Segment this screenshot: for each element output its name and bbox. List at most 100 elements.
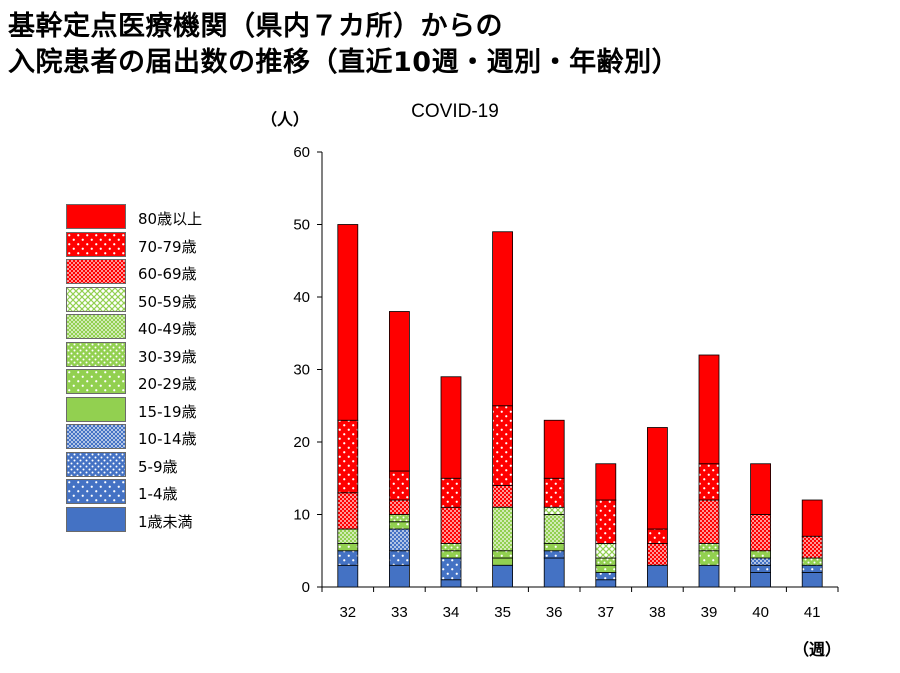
y-tick-label: 20 (293, 434, 310, 451)
bar-segment (543, 550, 565, 559)
bar-segment (492, 557, 514, 566)
y-tick-label: 30 (293, 362, 310, 379)
bar-segment (440, 506, 462, 544)
bar-segment (388, 521, 410, 530)
bar-segment (595, 463, 617, 501)
bar-segment (440, 543, 462, 552)
x-tick-label: 33 (391, 604, 408, 621)
bar-segment (750, 564, 771, 573)
bar-segment (543, 477, 565, 508)
legend-label: 30-39歳 (138, 347, 197, 366)
bar-segment (647, 543, 668, 566)
legend-swatch (66, 204, 126, 229)
x-tick-label: 34 (443, 604, 460, 621)
legend-swatch (66, 369, 126, 394)
bar-segment (492, 506, 514, 552)
bar-segment (595, 543, 617, 559)
bar-segment (595, 579, 617, 588)
legend-label: 10-14歳 (138, 430, 197, 448)
legend-label: 5-9歳 (138, 457, 178, 476)
legend-label: 60-69歳 (138, 265, 197, 283)
bar-segment (337, 492, 359, 530)
legend-swatch (66, 479, 126, 504)
bar-segment (388, 470, 410, 501)
bar-segment (492, 550, 514, 559)
bar-segment (337, 224, 359, 421)
legend-label: 1-4歳 (138, 485, 178, 503)
bar-segment (440, 376, 462, 479)
bar-segment (388, 528, 410, 552)
legend-label: 1歳未満 (138, 512, 193, 531)
bar-segment (543, 543, 565, 552)
bar-segment (440, 557, 462, 581)
legend-swatch (66, 314, 126, 339)
y-tick-label: 60 (293, 144, 310, 161)
bar-segment (543, 419, 565, 479)
y-axis-label: （人） (261, 110, 309, 129)
bar-segment (337, 550, 359, 566)
bar-segment (543, 514, 565, 544)
bar-segment (543, 506, 565, 515)
bar-segment (388, 514, 410, 523)
legend-swatch (66, 286, 126, 312)
bar-segment (337, 528, 359, 544)
bar-segment (388, 311, 410, 472)
legend-swatch (66, 259, 126, 284)
bar-segment (647, 528, 668, 544)
bar-segment (492, 564, 514, 588)
bar-segment (750, 557, 771, 566)
legend-label: 70-79歳 (138, 237, 197, 256)
x-tick-label: 35 (494, 604, 511, 621)
bar-segment (647, 564, 668, 588)
bar-segment (492, 231, 514, 407)
x-tick-label: 38 (649, 604, 666, 621)
bar-segment (698, 354, 720, 465)
bar-segment (595, 564, 617, 573)
title-line-2: 入院患者の届出数の推移（直近10週・週別・年齢別） (8, 47, 680, 78)
bar-segment (698, 499, 720, 544)
y-tick-label: 40 (293, 289, 310, 306)
bar-segment (595, 499, 617, 544)
bar-segment (698, 543, 720, 552)
legend-label: 15-19歳 (138, 402, 197, 421)
bar-segment (440, 579, 462, 588)
bar-segment (492, 405, 514, 486)
x-tick-label: 39 (701, 604, 718, 621)
legend-swatch (66, 424, 126, 449)
bar-segment (595, 572, 617, 581)
bar-segment (750, 572, 771, 588)
title-line-1: 基幹定点医療機関（県内７カ所）からの (8, 11, 503, 42)
legend-swatch (66, 506, 126, 532)
x-tick-label: 40 (752, 604, 769, 621)
bar-segment (698, 550, 720, 566)
bar-segment (543, 557, 565, 588)
x-tick-label: 41 (804, 604, 821, 621)
bar-segment (388, 550, 410, 566)
bar-segment (388, 499, 410, 515)
chart-title: COVID-19 (411, 101, 499, 122)
x-tick-label: 32 (339, 604, 356, 621)
bar-segment (337, 564, 359, 588)
y-tick-label: 10 (293, 507, 310, 524)
bar-segment (595, 557, 617, 566)
bar-segment (801, 564, 823, 573)
legend-swatch (66, 396, 126, 422)
legend-label: 80歳以上 (138, 210, 203, 228)
bar-segment (698, 564, 720, 588)
bar-segment (440, 477, 462, 508)
bar-segment (337, 543, 359, 552)
x-tick-label: 36 (546, 604, 563, 621)
legend-label: 40-49歳 (138, 320, 197, 338)
bar-segment (801, 557, 823, 566)
bar-segment (647, 427, 668, 530)
y-tick-label: 50 (293, 217, 310, 234)
bar-segment (750, 550, 771, 559)
legend-swatch (66, 341, 126, 367)
y-tick-label: 0 (302, 579, 310, 596)
bar-segment (337, 419, 359, 494)
bar-segment (801, 499, 823, 537)
bar-segment (750, 463, 771, 515)
bar-segment (750, 514, 771, 552)
legend-label: 50-59歳 (138, 292, 197, 311)
